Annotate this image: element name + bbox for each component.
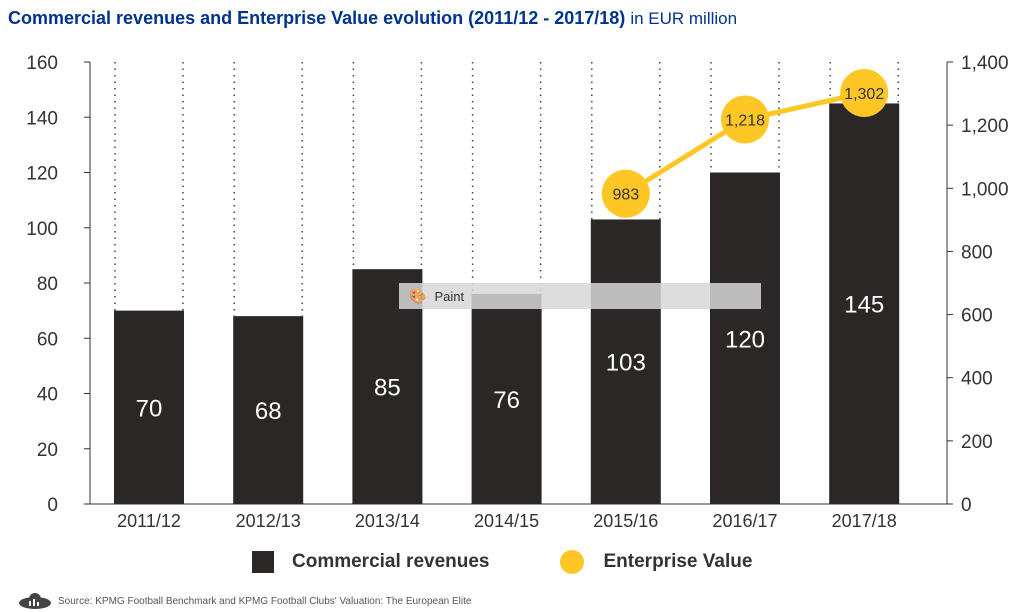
enterprise-value-label: 1,218 [725, 112, 765, 129]
legend-swatch-enterprise-value [559, 550, 584, 574]
enterprise-value-point [601, 169, 650, 218]
cloud-chart-icon [19, 593, 51, 609]
enterprise-value-label: 1,302 [844, 86, 884, 103]
bar-value-label: 120 [725, 326, 765, 353]
x-tick-label: 2014/15 [474, 511, 539, 531]
legend-label: Commercial revenues [292, 551, 490, 572]
bar-value-label: 68 [255, 398, 282, 425]
right-tick-label: 600 [961, 306, 993, 327]
x-tick-label: 2013/14 [355, 511, 420, 531]
left-tick-label: 80 [37, 274, 58, 295]
enterprise-value-point [840, 68, 889, 117]
bar [233, 316, 304, 504]
legend-label: Enterprise Value [603, 551, 753, 572]
enterprise-value-label: 983 [612, 187, 639, 204]
left-tick-label: 120 [26, 164, 58, 185]
left-tick-label: 0 [47, 495, 58, 516]
legend: Commercial revenues Enterprise Value [252, 550, 752, 574]
legend-swatch-commercial-revenues [252, 551, 274, 573]
right-tick-label: 400 [961, 369, 993, 390]
right-tick-label: 1,400 [961, 53, 1009, 74]
left-tick-label: 60 [37, 329, 58, 350]
left-tick-label: 40 [37, 385, 58, 406]
paint-icon: 🎨 [409, 287, 427, 304]
x-tick-label: 2016/17 [712, 511, 777, 531]
right-tick-label: 800 [961, 242, 993, 263]
left-tick-label: 20 [37, 440, 58, 461]
x-tick-label: 2017/18 [832, 511, 897, 531]
bar-value-label: 76 [493, 387, 520, 414]
bar [829, 103, 900, 504]
bar-value-label: 70 [136, 395, 163, 422]
chart-title: Commercial revenues and Enterprise Value… [8, 8, 738, 28]
paint-taskbar-tooltip[interactable]: 🎨 Paint [399, 283, 761, 309]
x-tick-label: 2012/13 [236, 511, 301, 531]
bar-value-label: 85 [374, 375, 401, 402]
enterprise-value-point [721, 95, 769, 144]
left-tick-label: 160 [26, 53, 58, 74]
bar [590, 219, 661, 504]
x-tick-label: 2011/12 [117, 511, 181, 531]
right-tick-label: 0 [961, 495, 972, 516]
right-tick-label: 1,200 [961, 116, 1009, 137]
bar [114, 310, 184, 504]
bar [471, 294, 542, 504]
left-tick-label: 140 [26, 108, 58, 129]
bar [710, 172, 780, 504]
x-tick-label: 2015/16 [593, 511, 658, 531]
right-tick-label: 200 [961, 432, 993, 453]
left-tick-label: 100 [26, 219, 58, 240]
source-note: Source: KPMG Football Benchmark and KPMG… [18, 593, 471, 609]
bar-value-label: 145 [844, 292, 884, 319]
right-tick-label: 1,000 [961, 179, 1009, 200]
bar-value-label: 103 [606, 350, 646, 377]
